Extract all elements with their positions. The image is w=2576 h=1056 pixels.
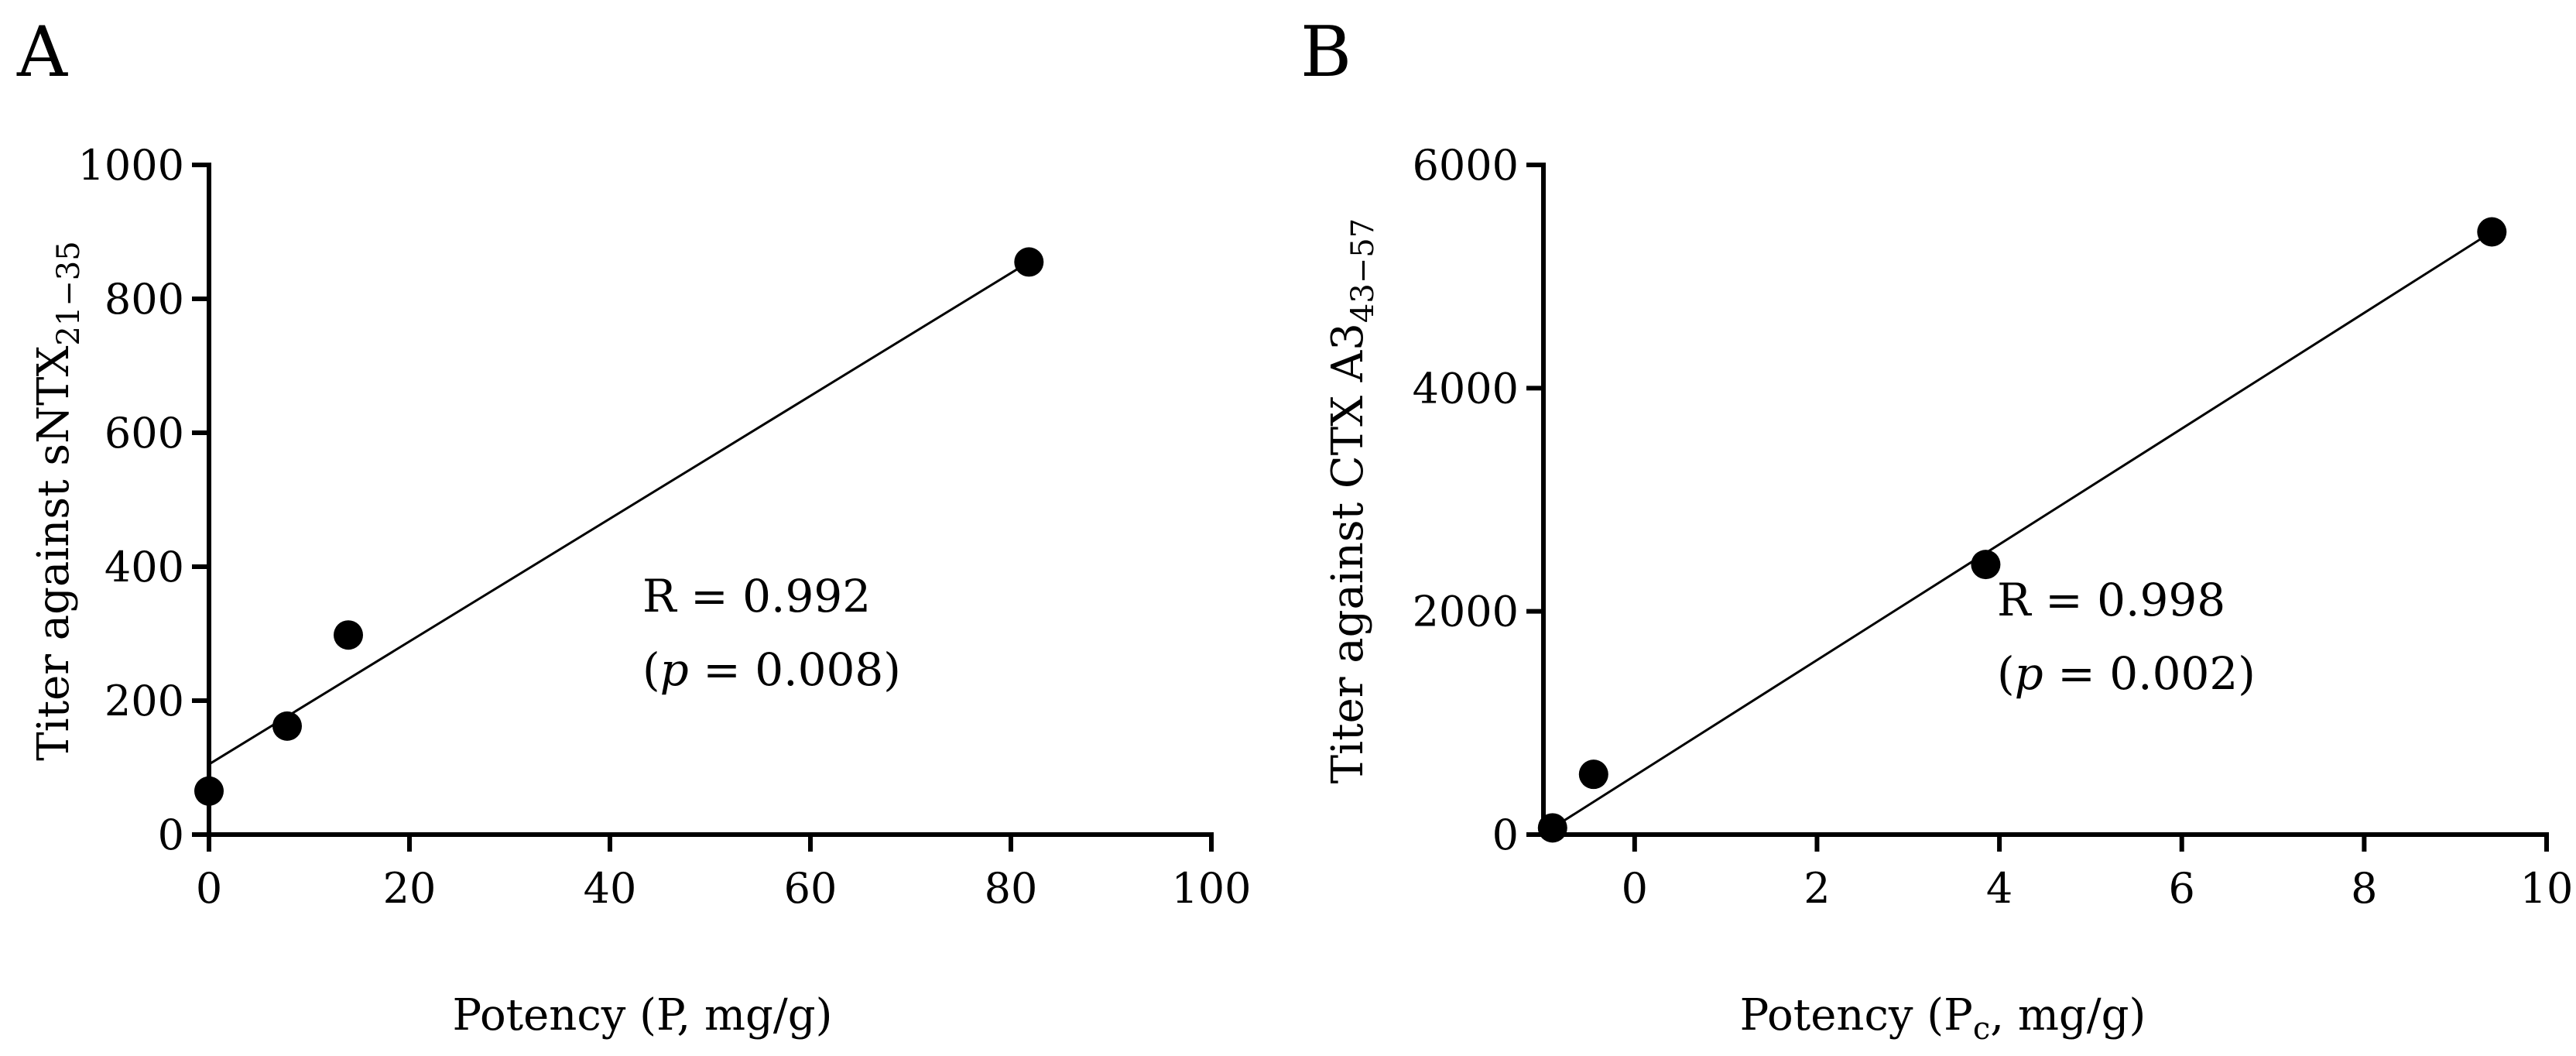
panel-b-x-tick-label: 8 bbox=[2351, 864, 2377, 913]
panel-b-y-axis-title: Titer against CTX A343−57 bbox=[1323, 218, 1381, 783]
panel-b-data-point bbox=[1537, 813, 1567, 843]
panel-b-data-point bbox=[2477, 217, 2507, 247]
panel-a-x-tick-label: 100 bbox=[1171, 864, 1251, 913]
panel-a-y-axis-title: Titer against sNTX21−35 bbox=[29, 241, 87, 760]
panel-a-data-point bbox=[1014, 247, 1044, 277]
panel-b-p-value-open: ( bbox=[1997, 647, 2015, 700]
panel-a-data-point bbox=[272, 711, 303, 741]
panel-b-x-axis-title: Potency (Pc, mg/g) bbox=[1740, 990, 2146, 1047]
panel-b-x-tick-label: 0 bbox=[1622, 864, 1648, 913]
panel-a-x-tick-label: 60 bbox=[784, 864, 838, 913]
panel-a-y-tick-label: 200 bbox=[104, 677, 184, 725]
panel-b-p-value-rest: = 0.002) bbox=[2043, 647, 2256, 700]
panel-a-y-tick-label: 400 bbox=[104, 543, 184, 591]
panel-a-y-axis-title-main: Titer against sNTX bbox=[29, 345, 79, 760]
panel-b-r-value: R = 0.998 bbox=[1997, 574, 2225, 626]
panel-a-x-tick-label: 0 bbox=[196, 864, 222, 913]
panel-b-p-value-symbol: p bbox=[2015, 647, 2043, 700]
panel-a-r-value: R = 0.992 bbox=[642, 570, 871, 622]
panel-b-y-tick-label: 2000 bbox=[1413, 588, 1519, 636]
panel-b-regression-line bbox=[1551, 231, 2493, 829]
panel-b-x-axis-title-suffix: , mg/g) bbox=[1990, 990, 2146, 1041]
panel-b-y-axis-title-main: Titer against CTX A3 bbox=[1323, 323, 1373, 783]
panel-a-x-axis-title: Potency (P, mg/g) bbox=[453, 990, 833, 1041]
panel-a-letter: A bbox=[16, 12, 68, 93]
panel-a-y-tick-label: 0 bbox=[158, 811, 184, 859]
panel-b-y-tick-label: 0 bbox=[1492, 811, 1519, 859]
panel-a-x-tick-label: 20 bbox=[383, 864, 437, 913]
panel-a-p-value-symbol: p bbox=[660, 643, 689, 696]
panel-b-chart: B Titer against CTX A343−57 Potency (Pc,… bbox=[1300, 12, 2573, 1047]
panel-a-y-tick-label: 1000 bbox=[78, 141, 184, 190]
panel-a-y-tick-label: 800 bbox=[104, 275, 184, 324]
panel-a-data-point bbox=[194, 776, 224, 806]
panel-a-y-axis-title-subscript: 21−35 bbox=[51, 241, 87, 345]
panel-a-x-tick-label: 40 bbox=[584, 864, 637, 913]
panel-b-y-axis-title-subscript: 43−57 bbox=[1345, 218, 1381, 323]
panel-b-x-tick-label: 10 bbox=[2520, 864, 2574, 913]
panel-b-letter: B bbox=[1300, 12, 1351, 93]
panel-a-x-tick-label: 80 bbox=[985, 864, 1038, 913]
panel-b-y-tick-label: 6000 bbox=[1413, 141, 1519, 190]
panel-b-data-point bbox=[1578, 759, 1608, 790]
panel-a-data-point bbox=[334, 620, 364, 650]
panel-b-x-tick-label: 4 bbox=[1986, 864, 2012, 913]
panel-a-p-value-rest: = 0.008) bbox=[689, 643, 901, 696]
panel-a-p-value: (p = 0.008) bbox=[642, 643, 901, 696]
panel-b-p-value: (p = 0.002) bbox=[1997, 647, 2256, 700]
panel-b-x-tick-label: 6 bbox=[2169, 864, 2195, 913]
panel-b-data-point bbox=[1971, 550, 2001, 580]
panel-b-x-axis-title-subscript: c bbox=[1973, 1011, 1990, 1047]
panel-a-p-value-open: ( bbox=[642, 643, 660, 696]
panel-a-chart: A Titer against sNTX21−35 Potency (P, mg… bbox=[16, 12, 1252, 1041]
panel-a-regression-line bbox=[208, 261, 1030, 766]
panel-b-plot-area: 0 2 4 6 8 10 0 2000 4000 6000 bbox=[1413, 141, 2574, 913]
panel-b-y-tick-label: 4000 bbox=[1413, 364, 1519, 413]
panel-b-x-tick-label: 2 bbox=[1804, 864, 1830, 913]
panel-b-x-axis-title-prefix: Potency (P bbox=[1740, 990, 1973, 1041]
panel-a-y-tick-label: 600 bbox=[104, 409, 184, 458]
